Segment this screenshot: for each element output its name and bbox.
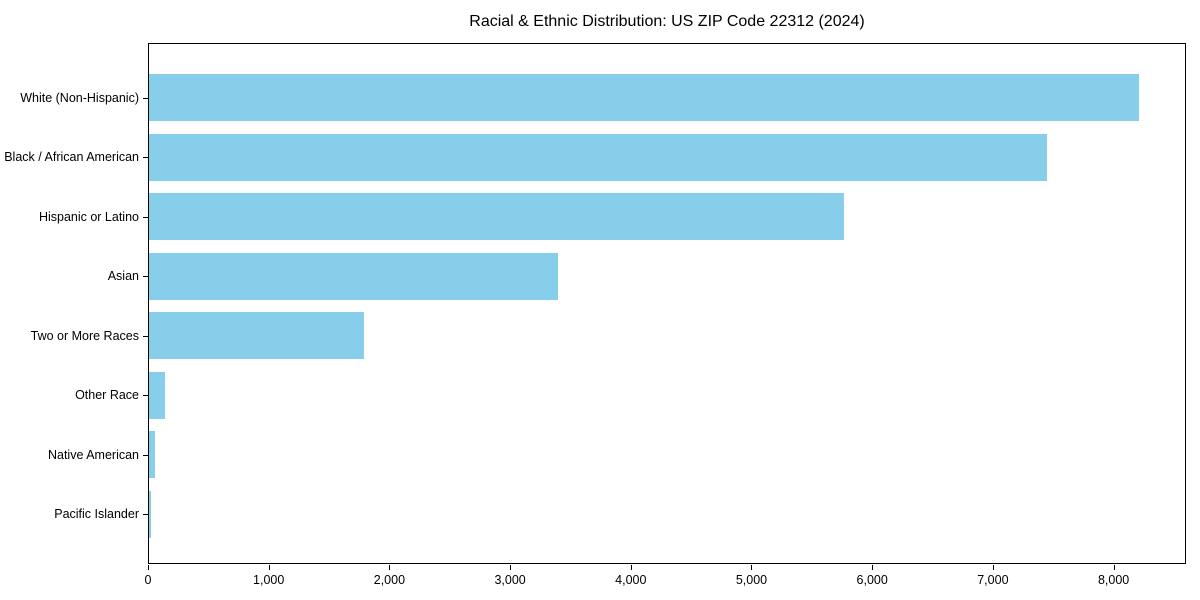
x-tick-label: 1,000	[253, 573, 285, 587]
bar-native-american	[149, 431, 156, 479]
x-tick-label: 8,000	[1097, 573, 1130, 587]
y-axis-label: Hispanic or Latino	[38, 209, 139, 224]
y-axis-label: Native American	[47, 447, 139, 462]
x-tick-label: 4,000	[615, 573, 647, 587]
x-tick-label: 0	[144, 573, 152, 587]
bar-hispanic-or-latino	[149, 193, 845, 241]
bar-pacific-islander	[149, 490, 152, 538]
y-axis-label: Two or More Races	[30, 328, 139, 343]
x-tick-mark	[389, 565, 391, 570]
x-tick-mark	[510, 565, 512, 570]
bar-asian	[149, 252, 559, 300]
y-axis-label: Black / African American	[4, 150, 139, 165]
x-tick-mark	[992, 565, 994, 570]
bar-black-african-american	[149, 133, 1047, 181]
y-tick-mark	[143, 395, 148, 397]
x-tick-mark	[1113, 565, 1115, 570]
x-tick-label: 5,000	[735, 573, 768, 587]
x-tick-label: 2,000	[373, 573, 406, 587]
x-tick-mark	[268, 565, 270, 570]
y-tick-mark	[143, 454, 148, 456]
plot-area	[148, 43, 1186, 564]
x-tick-mark	[630, 565, 632, 570]
x-tick-mark	[751, 565, 753, 570]
x-tick-label: 3,000	[494, 573, 526, 587]
y-tick-mark	[143, 157, 148, 159]
chart-title: Racial & Ethnic Distribution: US ZIP Cod…	[469, 13, 865, 30]
x-tick-mark	[148, 565, 149, 570]
y-axis-label: Asian	[107, 269, 139, 284]
y-tick-mark	[143, 216, 148, 218]
y-axis-label: Pacific Islander	[54, 507, 139, 522]
y-axis-label: White (Non-Hispanic)	[20, 90, 139, 105]
x-tick-mark	[872, 565, 874, 570]
y-tick-mark	[143, 335, 148, 337]
y-axis-label: Other Race	[75, 388, 139, 403]
y-tick-mark	[143, 276, 148, 278]
y-tick-mark	[143, 97, 148, 99]
x-tick-label: 6,000	[856, 573, 888, 587]
bar-white-non-hispanic	[149, 74, 1139, 122]
x-tick-label: 7,000	[977, 573, 1009, 587]
y-tick-mark	[143, 514, 148, 516]
bar-two-or-more-races	[149, 312, 364, 360]
bar-other-race	[149, 371, 165, 419]
